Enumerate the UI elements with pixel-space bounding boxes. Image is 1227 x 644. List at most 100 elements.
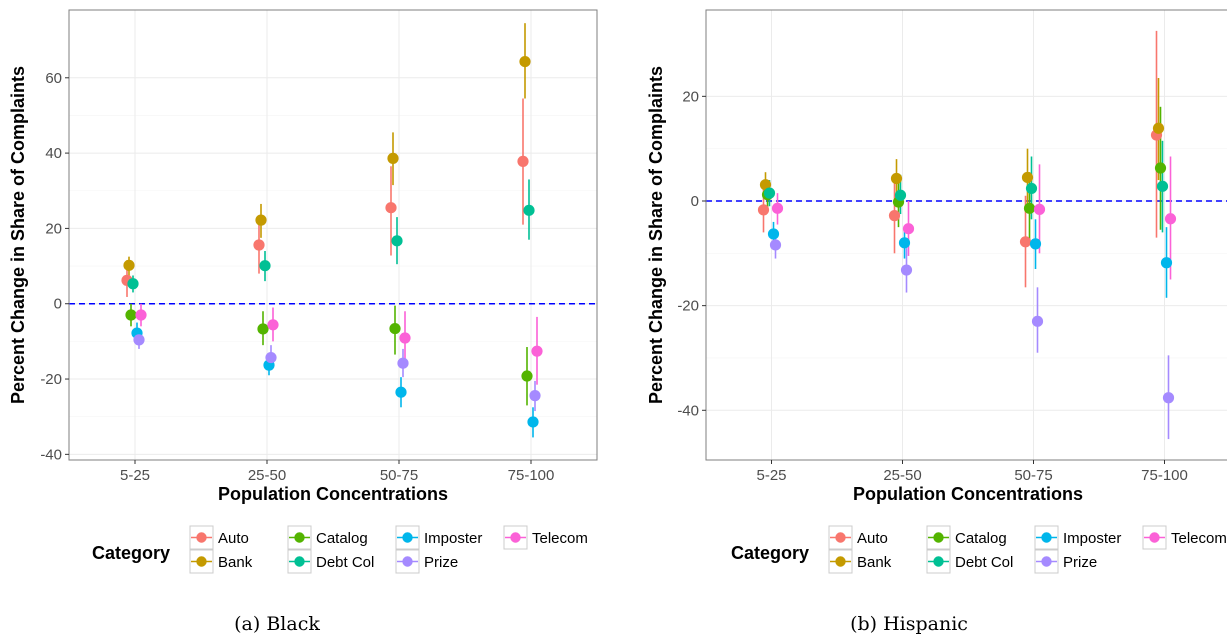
data-point bbox=[389, 322, 401, 335]
data-point bbox=[259, 260, 271, 272]
data-point bbox=[888, 210, 901, 222]
data-point bbox=[133, 334, 145, 346]
data-point bbox=[1152, 122, 1165, 134]
data-point bbox=[890, 172, 903, 185]
legend: Category Auto Bank Catalog Debt Col Imposter P… bbox=[731, 525, 1227, 574]
y-axis-title: Percent Change in Share of Complaints bbox=[646, 66, 666, 404]
data-point bbox=[529, 390, 541, 402]
data-point bbox=[900, 264, 913, 276]
legend-key-point bbox=[402, 556, 413, 567]
x-tick-label: 75-100 bbox=[1141, 467, 1188, 484]
plot-background bbox=[69, 10, 597, 460]
x-axis-title: Population Concentrations bbox=[853, 484, 1083, 504]
y-tick-label: 0 bbox=[691, 193, 699, 210]
legend-key-point bbox=[1041, 532, 1052, 543]
data-point bbox=[1019, 236, 1032, 248]
y-tick-label: -20 bbox=[40, 371, 62, 388]
x-tick-label: 25-50 bbox=[883, 467, 921, 484]
legend-key-point bbox=[196, 556, 207, 567]
data-point bbox=[1160, 257, 1173, 269]
data-point bbox=[135, 309, 147, 321]
chart-panel-black: -40 -20 0 20 40 60 5-25 25-50 50-75 75-100 Populat… bbox=[8, 9, 598, 635]
legend-title: Category bbox=[731, 543, 809, 563]
legend-label: Debt Col bbox=[316, 554, 374, 571]
data-point bbox=[757, 204, 770, 216]
data-point bbox=[1029, 238, 1042, 250]
data-point bbox=[1033, 203, 1046, 215]
data-point bbox=[902, 223, 915, 235]
legend-label: Prize bbox=[1063, 554, 1097, 571]
y-tick-label: 0 bbox=[54, 296, 62, 313]
data-point bbox=[531, 345, 543, 357]
legend-label: Telecom bbox=[532, 530, 588, 547]
legend-label: Catalog bbox=[955, 530, 1007, 547]
y-tick-label: -20 bbox=[677, 298, 699, 315]
x-tick-label: 50-75 bbox=[380, 467, 418, 484]
legend-key-point bbox=[933, 532, 944, 543]
data-point bbox=[387, 152, 399, 164]
legend-label: Imposter bbox=[1063, 530, 1121, 547]
legend-key-point bbox=[402, 532, 413, 543]
legend-key-point bbox=[196, 532, 207, 543]
legend-label: Imposter bbox=[424, 530, 482, 547]
y-tick-label: -40 bbox=[677, 402, 699, 419]
data-point bbox=[759, 179, 772, 191]
data-point bbox=[767, 228, 780, 240]
data-point bbox=[267, 319, 279, 331]
y-tick-label: 20 bbox=[682, 88, 699, 105]
figure-caption: (b) Hispanic bbox=[850, 613, 968, 635]
data-point bbox=[1025, 182, 1038, 195]
panel-border bbox=[705, 9, 1227, 461]
y-tick-label: -40 bbox=[40, 446, 62, 463]
data-point bbox=[257, 323, 269, 335]
legend-label: Bank bbox=[218, 554, 253, 571]
legend-label: Auto bbox=[218, 530, 249, 547]
data-point bbox=[391, 235, 403, 247]
data-point bbox=[894, 189, 907, 201]
data-point bbox=[255, 214, 267, 226]
legend-label: Debt Col bbox=[955, 554, 1013, 571]
x-tick-label: 5-25 bbox=[120, 467, 150, 484]
legend-key-point bbox=[835, 532, 846, 543]
data-point bbox=[397, 357, 409, 369]
figure-caption: (a) Black bbox=[234, 613, 320, 635]
data-point bbox=[385, 202, 397, 214]
data-point bbox=[1021, 171, 1034, 184]
chart-panel-hispanic: -40 -20 0 20 5-25 25-50 50-75 75-100 Population … bbox=[646, 9, 1227, 635]
x-tick-label: 25-50 bbox=[248, 467, 286, 484]
legend-key-point bbox=[294, 532, 305, 543]
legend-title: Category bbox=[92, 543, 170, 563]
data-point bbox=[769, 239, 782, 251]
data-point bbox=[771, 202, 784, 214]
data-point bbox=[519, 55, 531, 68]
legend-label: Bank bbox=[857, 554, 892, 571]
y-tick-label: 40 bbox=[45, 145, 62, 162]
data-point bbox=[763, 187, 776, 199]
legend-label: Prize bbox=[424, 554, 458, 571]
legend-label: Telecom bbox=[1171, 530, 1227, 547]
legend-key-point bbox=[1149, 532, 1160, 543]
data-point bbox=[123, 259, 135, 271]
legend-key-point bbox=[510, 532, 521, 543]
legend-key-point bbox=[835, 556, 846, 567]
data-point bbox=[127, 278, 139, 290]
y-tick-label: 60 bbox=[45, 70, 62, 87]
x-tick-label: 50-75 bbox=[1014, 467, 1052, 484]
x-tick-label: 75-100 bbox=[508, 467, 555, 484]
x-axis-title: Population Concentrations bbox=[218, 484, 448, 504]
legend: Category Auto Bank Catalog Debt Col Imposter P… bbox=[92, 525, 588, 574]
plot-background bbox=[706, 10, 1227, 460]
data-point bbox=[1162, 392, 1175, 404]
data-point bbox=[523, 204, 535, 216]
data-point bbox=[1164, 213, 1177, 225]
data-point bbox=[253, 239, 265, 251]
legend-key-point bbox=[933, 556, 944, 567]
data-point bbox=[395, 386, 407, 398]
data-point bbox=[517, 155, 529, 167]
y-axis-title: Percent Change in Share of Complaints bbox=[8, 66, 28, 404]
data-point bbox=[125, 309, 137, 321]
data-point bbox=[1154, 162, 1167, 174]
legend-key-point bbox=[1041, 556, 1052, 567]
data-point bbox=[1031, 315, 1044, 327]
